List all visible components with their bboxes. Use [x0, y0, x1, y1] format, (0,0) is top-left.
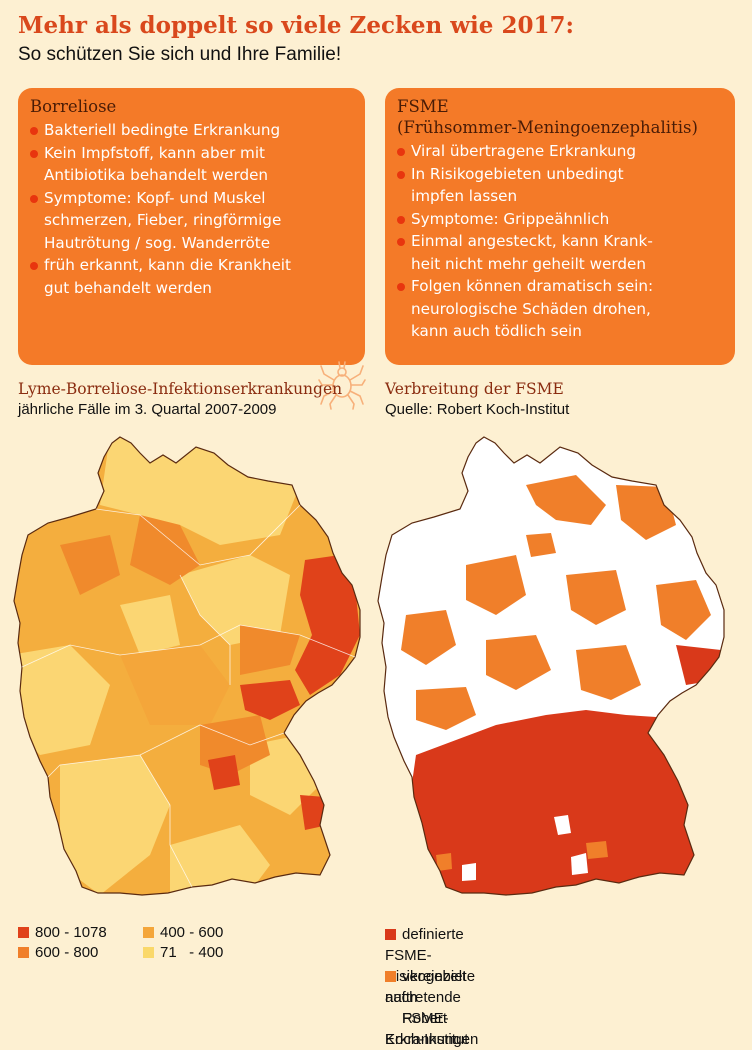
borreliose-heading: Borreliose	[30, 97, 117, 116]
fsme-list: Viral übertragene Erkrankung In Risikoge…	[397, 140, 725, 343]
legend-swatch	[18, 927, 29, 938]
borreliose-item: Bakteriell bedingte Erkrankung	[30, 119, 355, 142]
borreliose-item: Kein Impfstoff, kann aber mit Antibiotika…	[30, 142, 355, 187]
legend-swatch	[143, 927, 154, 938]
fsme-item: Folgen können dramatisch sein: neurologis…	[397, 275, 725, 343]
borreliose-item: Symptome: Kopf- und Muskel schmerzen, Fie…	[30, 187, 355, 255]
legend-swatch	[385, 971, 396, 982]
fsme-map-subtitle: Quelle: Robert Koch-Institut	[385, 401, 570, 418]
legend-item: 800 - 1078	[18, 924, 107, 941]
fsme-info-box: FSME (Frühsommer-Meningoenzephalitis) Vi…	[385, 88, 735, 365]
fsme-germany-map	[377, 436, 725, 896]
legend-swatch	[143, 947, 154, 958]
borreliose-map-subtitle: jährliche Fälle im 3. Quartal 2007-2009	[18, 401, 277, 418]
fsme-subheading: (Frühsommer-Meningoenzephalitis)	[397, 118, 698, 137]
borreliose-map-title: Lyme-Borreliose-Infektionserkrankungen	[18, 380, 343, 398]
legend-swatch	[385, 929, 396, 940]
borreliose-item: früh erkannt, kann die Krankheit gut beha…	[30, 254, 355, 299]
legend-item: 600 - 800	[18, 944, 98, 961]
tick-icon	[318, 361, 366, 410]
legend-swatch	[18, 947, 29, 958]
borreliose-info-box: Borreliose Bakteriell bedingte Erkrankun…	[18, 88, 366, 410]
page-subtitle: So schützen Sie sich und Ihre Familie!	[18, 44, 342, 65]
borreliose-list: Bakteriell bedingte Erkrankung Kein Impf…	[30, 119, 355, 299]
fsme-item: Einmal angesteckt, kann Krank-heit nicht…	[397, 230, 725, 275]
fsme-item: In Risikogebieten unbedingt impfen lassen	[397, 163, 725, 208]
legend-item: 400 - 600	[143, 924, 223, 941]
fsme-item: Viral übertragene Erkrankung	[397, 140, 725, 163]
fsme-item: Symptome: Grippeähnlich	[397, 208, 725, 231]
fsme-heading: FSME	[397, 97, 449, 116]
fsme-map-title: Verbreitung der FSME	[385, 380, 564, 398]
legend-item: 71 - 400	[143, 944, 223, 961]
borreliose-germany-map	[13, 436, 361, 896]
page-title: Mehr als doppelt so viele Zecken wie 201…	[18, 12, 574, 39]
legend-item: vereinzelt auftretende FSME-Erkrankungen	[385, 968, 479, 1048]
